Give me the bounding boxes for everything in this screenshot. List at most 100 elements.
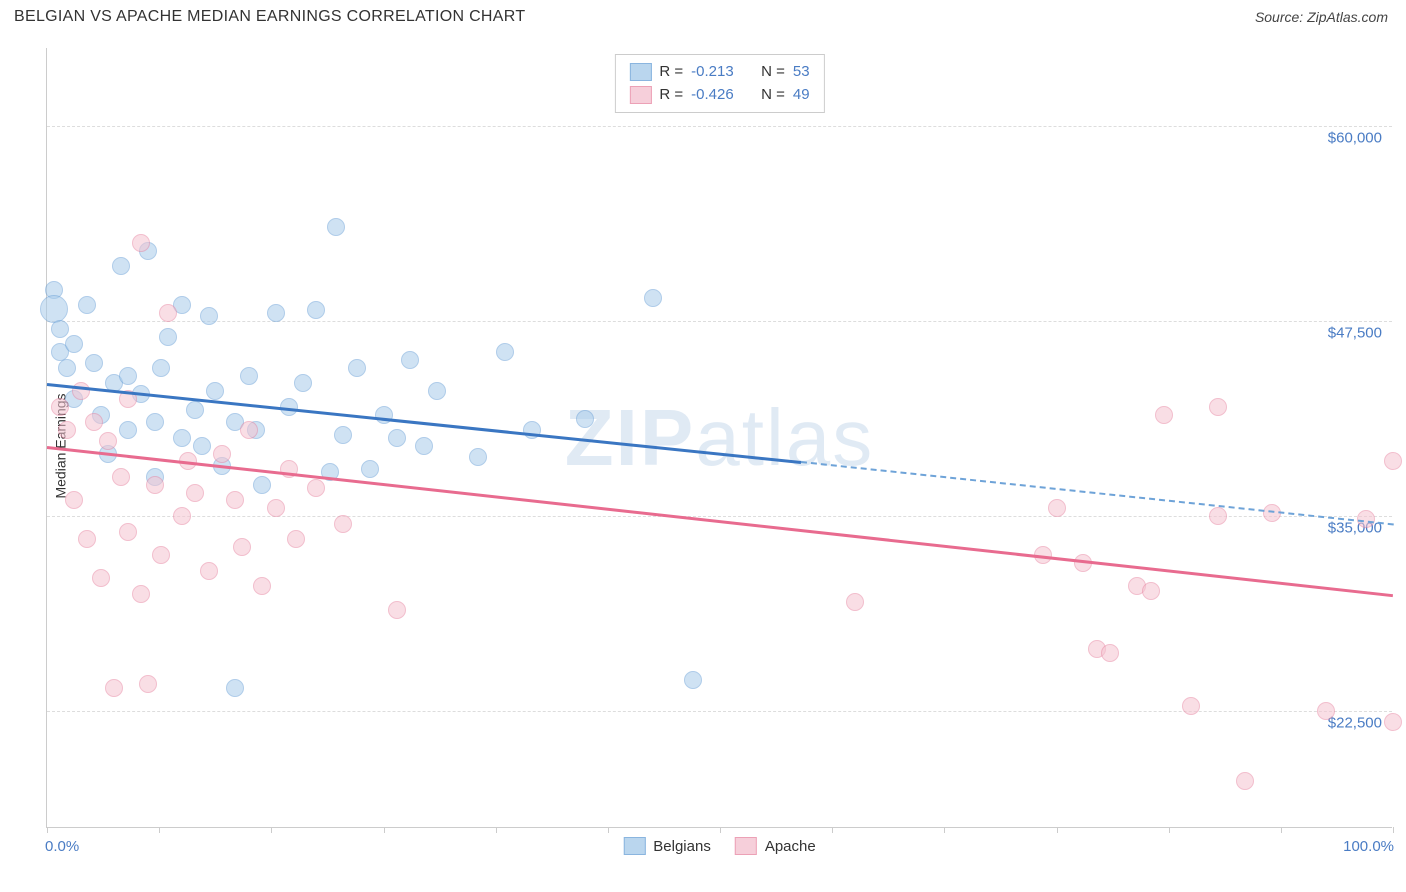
series-legend: Belgians Apache: [623, 837, 815, 855]
scatter-chart: ZIPatlas R =-0.213N =53R =-0.426N =49 Be…: [46, 48, 1392, 828]
data-point: [267, 499, 285, 517]
data-point: [644, 289, 662, 307]
stat-r-label: R =: [659, 61, 683, 84]
data-point: [85, 413, 103, 431]
legend-item: Belgians: [623, 837, 711, 855]
data-point: [65, 491, 83, 509]
data-point: [1209, 507, 1227, 525]
x-tick: [1393, 827, 1394, 833]
data-point: [1209, 398, 1227, 416]
data-point: [327, 218, 345, 236]
data-point: [388, 429, 406, 447]
data-point: [1048, 499, 1066, 517]
data-point: [1182, 697, 1200, 715]
stat-n-value: 49: [793, 84, 810, 107]
x-tick: [1281, 827, 1282, 833]
data-point: [846, 593, 864, 611]
data-point: [361, 460, 379, 478]
stat-n-label: N =: [761, 61, 785, 84]
data-point: [334, 515, 352, 533]
data-point: [307, 301, 325, 319]
data-point: [348, 359, 366, 377]
x-tick: [608, 827, 609, 833]
data-point: [152, 546, 170, 564]
data-point: [415, 437, 433, 455]
data-point: [112, 468, 130, 486]
data-point: [576, 410, 594, 428]
x-axis-max-label: 100.0%: [1343, 838, 1394, 855]
data-point: [152, 359, 170, 377]
stats-legend: R =-0.213N =53R =-0.426N =49: [614, 54, 824, 113]
data-point: [253, 577, 271, 595]
data-point: [1236, 772, 1254, 790]
x-axis-min-label: 0.0%: [45, 838, 79, 855]
data-point: [146, 476, 164, 494]
legend-item: Apache: [735, 837, 816, 855]
x-tick: [384, 827, 385, 833]
data-point: [428, 382, 446, 400]
legend-swatch: [629, 86, 651, 104]
data-point: [119, 421, 137, 439]
data-point: [85, 354, 103, 372]
x-tick: [720, 827, 721, 833]
data-point: [119, 367, 137, 385]
x-tick: [832, 827, 833, 833]
data-point: [193, 437, 211, 455]
legend-swatch: [735, 837, 757, 855]
legend-label: Belgians: [653, 838, 711, 855]
data-point: [307, 479, 325, 497]
stat-n-label: N =: [761, 84, 785, 107]
legend-label: Apache: [765, 838, 816, 855]
data-point: [684, 671, 702, 689]
data-point: [146, 413, 164, 431]
trend-line: [47, 446, 1393, 597]
data-point: [58, 359, 76, 377]
data-point: [1384, 452, 1402, 470]
legend-swatch: [623, 837, 645, 855]
data-point: [119, 523, 137, 541]
x-tick: [1169, 827, 1170, 833]
x-tick: [47, 827, 48, 833]
data-point: [40, 295, 68, 323]
data-point: [92, 569, 110, 587]
source-attribution: Source: ZipAtlas.com: [1255, 9, 1388, 25]
data-point: [105, 679, 123, 697]
data-point: [233, 538, 251, 556]
data-point: [206, 382, 224, 400]
data-point: [132, 234, 150, 252]
data-point: [200, 562, 218, 580]
y-tick-label: $60,000: [1328, 130, 1382, 147]
watermark: ZIPatlas: [565, 392, 874, 484]
data-point: [287, 530, 305, 548]
data-point: [173, 507, 191, 525]
data-point: [99, 432, 117, 450]
data-point: [78, 530, 96, 548]
data-point: [51, 398, 69, 416]
y-tick-label: $47,500: [1328, 325, 1382, 342]
data-point: [200, 307, 218, 325]
data-point: [51, 320, 69, 338]
data-point: [267, 304, 285, 322]
data-point: [173, 429, 191, 447]
data-point: [132, 585, 150, 603]
data-point: [186, 484, 204, 502]
x-tick: [496, 827, 497, 833]
data-point: [159, 328, 177, 346]
data-point: [159, 304, 177, 322]
data-point: [1155, 406, 1173, 424]
data-point: [294, 374, 312, 392]
data-point: [186, 401, 204, 419]
data-point: [1384, 713, 1402, 731]
data-point: [253, 476, 271, 494]
stat-r-value: -0.213: [691, 61, 753, 84]
data-point: [226, 491, 244, 509]
legend-swatch: [629, 63, 651, 81]
data-point: [401, 351, 419, 369]
stat-r-label: R =: [659, 84, 683, 107]
data-point: [240, 421, 258, 439]
data-point: [1317, 702, 1335, 720]
data-point: [469, 448, 487, 466]
chart-title: BELGIAN VS APACHE MEDIAN EARNINGS CORREL…: [14, 8, 525, 26]
stat-n-value: 53: [793, 61, 810, 84]
data-point: [496, 343, 514, 361]
